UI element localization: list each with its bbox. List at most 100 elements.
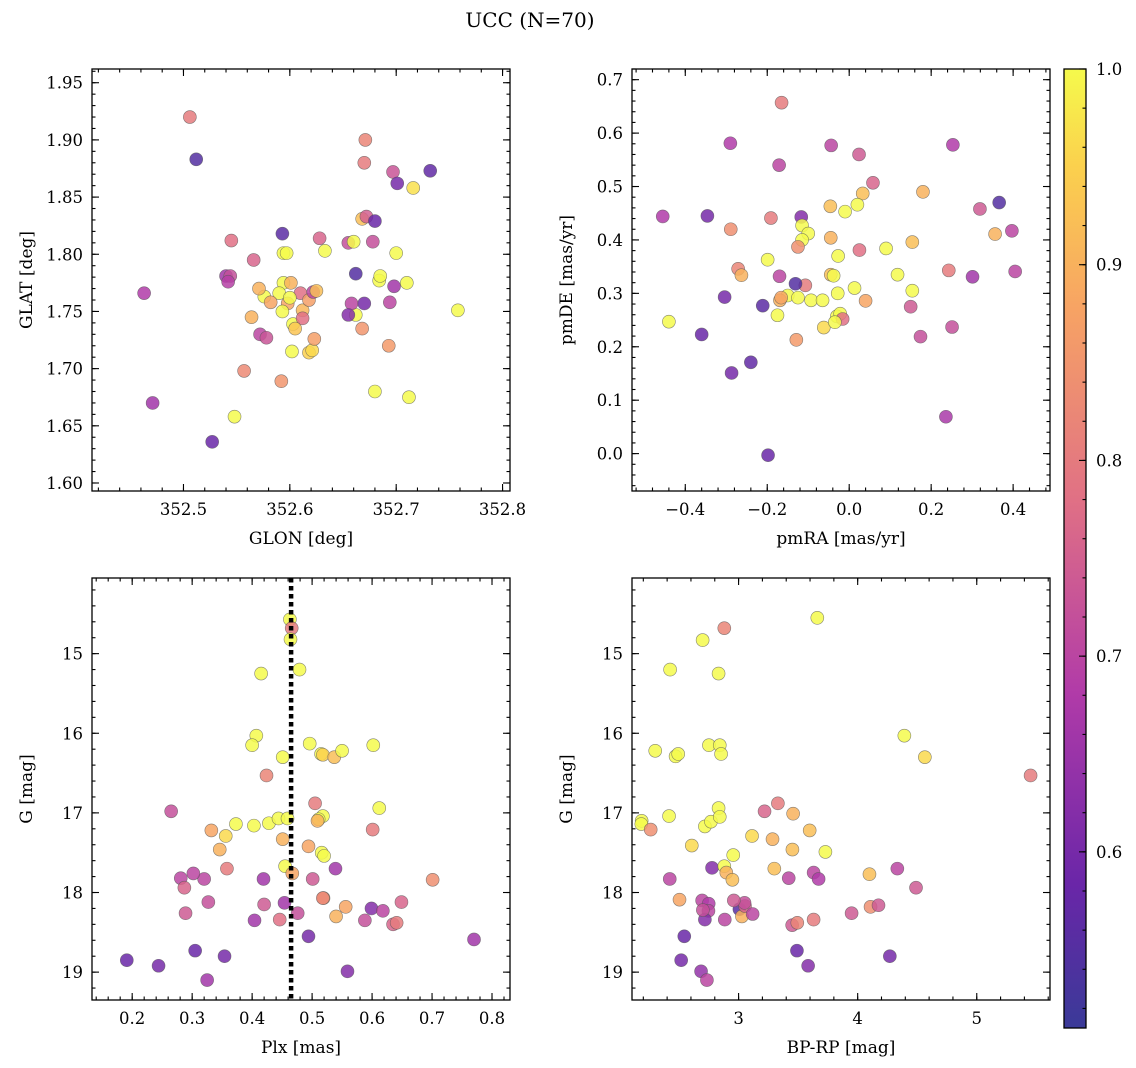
scatter-point bbox=[734, 268, 749, 282]
scatter-point bbox=[305, 872, 320, 886]
scatter-point bbox=[786, 806, 800, 821]
scatter-point bbox=[204, 823, 219, 838]
scatter-point bbox=[858, 294, 873, 308]
scatter-point bbox=[301, 929, 316, 944]
y-tick-label: 19 bbox=[602, 963, 623, 982]
scatter-point bbox=[189, 152, 204, 167]
scatter-point bbox=[277, 896, 292, 910]
y-tick-label: 0.0 bbox=[597, 445, 623, 464]
scatter-point bbox=[257, 897, 271, 912]
scatter-point bbox=[830, 286, 845, 301]
scatter-point bbox=[285, 344, 299, 359]
scatter-point bbox=[212, 842, 227, 857]
y-axis-label: GLAT [deg] bbox=[17, 231, 37, 329]
x-axis-label: BP-RP [mag] bbox=[787, 1038, 896, 1058]
scatter-point bbox=[774, 95, 789, 110]
scatter-point bbox=[823, 199, 838, 214]
y-tick-label: 1.80 bbox=[46, 245, 83, 264]
y-tick-label: 0.5 bbox=[597, 178, 623, 197]
scatter-point bbox=[801, 958, 815, 973]
y-tick-label: 1.65 bbox=[46, 417, 83, 436]
panel-bprp-g: 3 4 5 15 16 17 18 19 BP-RP [mag] G [mag] bbox=[557, 577, 1051, 1058]
colorbar-tick-label: 0.8 bbox=[1096, 451, 1122, 470]
scatter-point bbox=[883, 949, 897, 964]
scatter-point bbox=[383, 295, 397, 310]
x-tick-label: −0.2 bbox=[747, 500, 787, 519]
scatter-point bbox=[275, 750, 290, 764]
x-tick-label: 3 bbox=[733, 1009, 744, 1028]
colorbar-frame bbox=[1063, 68, 1087, 1029]
scatter-point bbox=[151, 958, 166, 973]
scatter-point bbox=[341, 308, 356, 322]
scatter-point bbox=[918, 750, 932, 764]
axes-frame bbox=[631, 577, 1051, 1001]
x-tick-label: 0.2 bbox=[119, 1009, 145, 1028]
scatter-point bbox=[855, 186, 870, 201]
scatter-point bbox=[259, 768, 274, 783]
scatter-point bbox=[945, 320, 959, 334]
colorbar: 0.6 0.7 0.8 0.9 1.0 bbox=[1063, 60, 1122, 1029]
scatter-point bbox=[913, 329, 928, 344]
y-tick-label: 18 bbox=[602, 884, 623, 903]
scatter-point bbox=[366, 738, 381, 753]
scatter-point bbox=[394, 895, 409, 909]
scatter-point bbox=[916, 185, 930, 199]
scatter-point bbox=[726, 848, 741, 862]
scatter-point bbox=[368, 384, 382, 399]
scatter-point bbox=[381, 338, 396, 353]
scatter-point bbox=[826, 268, 841, 283]
scatter-point bbox=[386, 165, 400, 179]
scatter-point bbox=[183, 110, 197, 124]
scatter-point bbox=[824, 138, 838, 153]
scatter-point bbox=[145, 396, 160, 410]
scatter-point bbox=[263, 295, 278, 310]
scatter-point bbox=[890, 861, 905, 876]
scatter-point bbox=[767, 861, 782, 876]
scatter-point bbox=[662, 872, 677, 886]
scatter-point bbox=[348, 266, 363, 281]
scatter-point bbox=[755, 298, 770, 313]
y-tick-label: 1.90 bbox=[46, 131, 83, 150]
x-tick-label: 352.5 bbox=[160, 500, 207, 519]
scatter-point bbox=[254, 666, 268, 681]
scatter-point bbox=[838, 204, 852, 219]
x-tick-label: 0.3 bbox=[179, 1009, 205, 1028]
x-axis-label: Plx [mas] bbox=[261, 1038, 341, 1058]
scatter-point bbox=[847, 281, 862, 295]
scatter-point bbox=[288, 321, 302, 336]
y-axis-label: pmDE [mas/yr] bbox=[557, 215, 577, 345]
scatter-point bbox=[259, 330, 274, 345]
scatter-point bbox=[295, 311, 310, 326]
scatter-point bbox=[760, 252, 775, 267]
scatter-point bbox=[674, 953, 688, 967]
y-tick-label: 0.1 bbox=[597, 391, 623, 410]
y-tick-label: 0.2 bbox=[597, 338, 623, 357]
scatter-point bbox=[724, 366, 739, 380]
axes-frame bbox=[631, 68, 1051, 492]
scatter-point bbox=[335, 743, 349, 758]
scatter-point bbox=[290, 906, 305, 921]
scatter-point bbox=[785, 842, 800, 857]
scatter-point bbox=[119, 953, 134, 967]
scatter-point bbox=[770, 308, 785, 323]
scatter-point bbox=[305, 343, 319, 358]
x-tick-label: 4 bbox=[852, 1009, 863, 1028]
scatter-point bbox=[302, 736, 317, 751]
scatter-point bbox=[712, 810, 727, 824]
scatter-point bbox=[717, 290, 732, 304]
colorbar-tick-label: 1.0 bbox=[1096, 60, 1122, 79]
scatter-point bbox=[965, 269, 980, 284]
x-tick-label: 352.7 bbox=[373, 500, 420, 519]
scatter-point bbox=[387, 279, 401, 294]
scatter-point bbox=[364, 901, 379, 916]
scatter-point bbox=[823, 231, 838, 245]
scatter-point bbox=[727, 893, 741, 908]
y-tick-label: 1.75 bbox=[46, 302, 83, 321]
scatter-point bbox=[423, 163, 438, 178]
y-tick-label: 0.7 bbox=[597, 71, 623, 90]
scatter-point bbox=[648, 743, 663, 758]
scatter-point bbox=[338, 900, 353, 914]
scatter-point bbox=[879, 241, 893, 256]
scatter-point bbox=[806, 912, 821, 927]
